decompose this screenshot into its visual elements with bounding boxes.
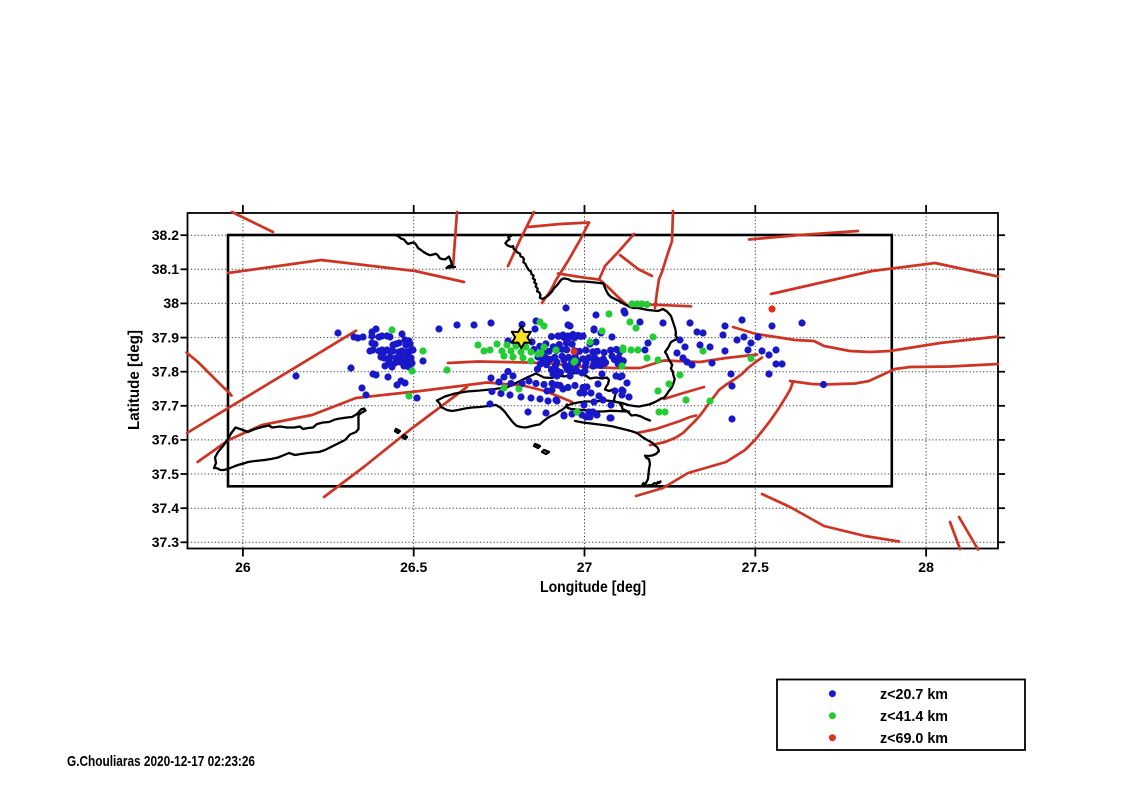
- svg-text:38.1: 38.1: [152, 261, 179, 277]
- svg-text:28: 28: [918, 559, 934, 575]
- svg-text:Longitude [deg]: Longitude [deg]: [540, 579, 646, 596]
- svg-text:z<20.7 km: z<20.7 km: [880, 686, 948, 703]
- svg-text:26: 26: [235, 559, 251, 575]
- svg-text:37.3: 37.3: [152, 534, 179, 550]
- svg-text:z<41.4 km: z<41.4 km: [880, 708, 948, 725]
- svg-text:38.2: 38.2: [152, 227, 179, 243]
- svg-text:37.8: 37.8: [152, 364, 179, 380]
- svg-text:37.5: 37.5: [152, 466, 179, 482]
- svg-text:27: 27: [577, 559, 593, 575]
- svg-text:G.Chouliaras 2020-12-17 02:23:: G.Chouliaras 2020-12-17 02:23:26: [67, 753, 255, 770]
- svg-text:37.9: 37.9: [152, 329, 179, 345]
- svg-text:37.7: 37.7: [152, 398, 179, 414]
- svg-text:38: 38: [163, 295, 179, 311]
- svg-text:27.5: 27.5: [742, 559, 769, 575]
- svg-text:Latitude [deg]: Latitude [deg]: [126, 330, 143, 430]
- svg-text:z<69.0 km: z<69.0 km: [880, 730, 948, 747]
- svg-text:37.4: 37.4: [152, 500, 179, 516]
- svg-text:37.6: 37.6: [152, 432, 179, 448]
- svg-text:26.5: 26.5: [400, 559, 427, 575]
